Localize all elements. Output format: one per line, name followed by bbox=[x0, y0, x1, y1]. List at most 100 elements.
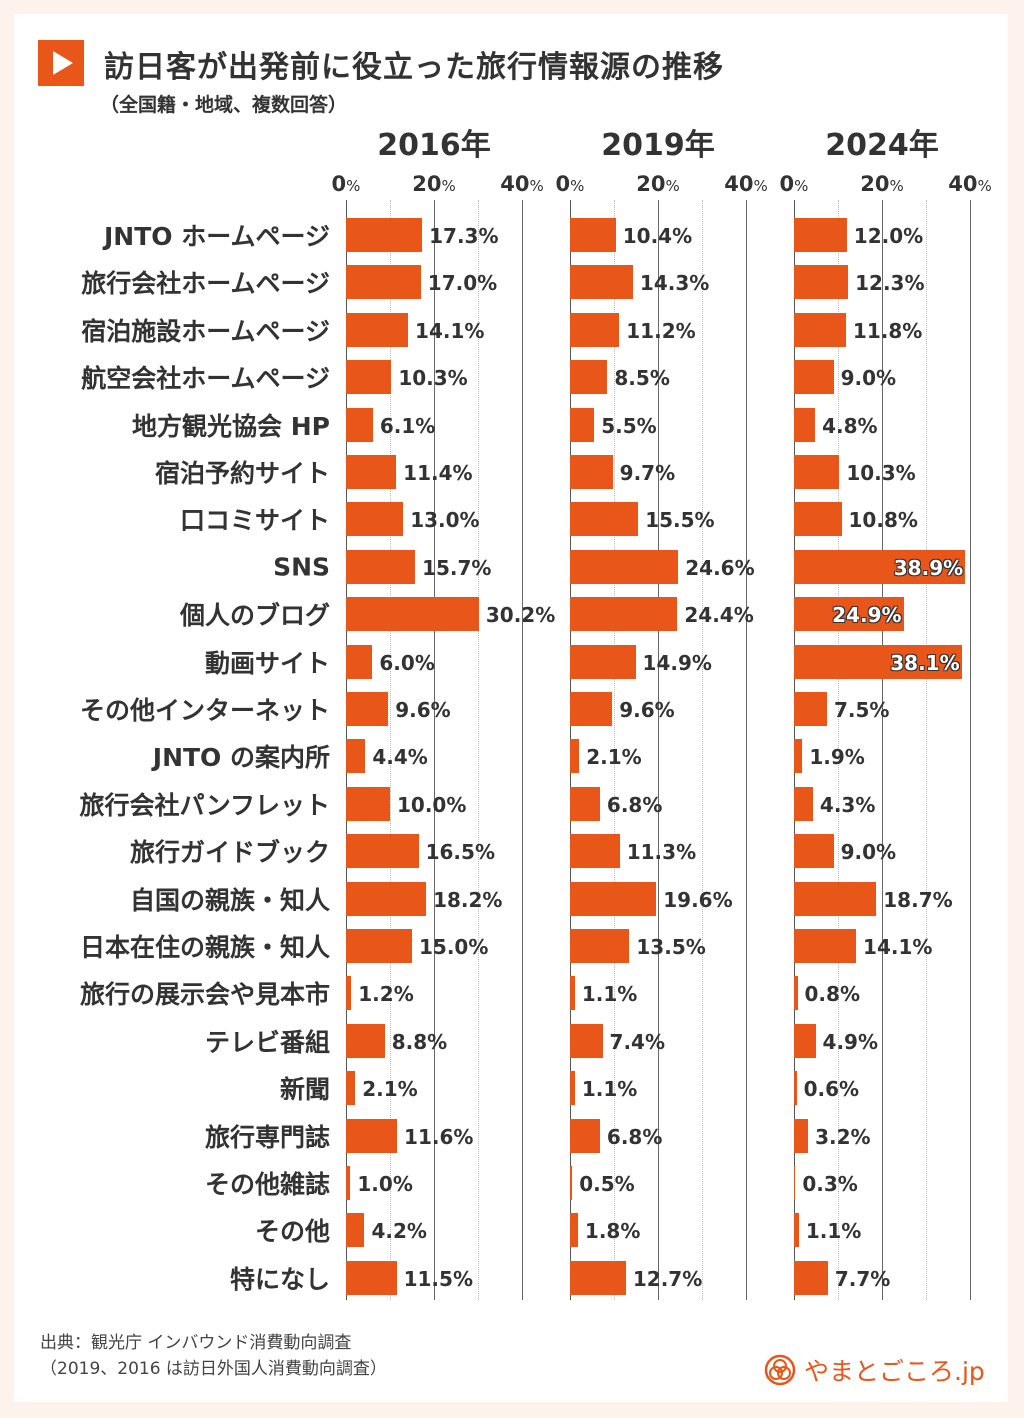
data-label: 1.1% bbox=[581, 982, 638, 1007]
bar bbox=[794, 407, 816, 442]
bar bbox=[794, 218, 847, 252]
bar bbox=[570, 692, 613, 726]
bar bbox=[794, 455, 840, 489]
data-label: 11.8% bbox=[852, 318, 923, 343]
data-label: 3.2% bbox=[815, 1124, 871, 1149]
category-label: SNS bbox=[273, 552, 330, 582]
data-label: 11.2% bbox=[626, 318, 696, 343]
bar bbox=[570, 1118, 600, 1153]
data-label: 12.7% bbox=[632, 1266, 703, 1291]
gridline bbox=[746, 200, 747, 1300]
data-label: 24.9% bbox=[832, 603, 902, 628]
tick-value: 0 bbox=[331, 172, 347, 196]
tick-unit: % bbox=[346, 177, 361, 195]
gridline bbox=[614, 200, 615, 1300]
category-label: 旅行ガイドブック bbox=[129, 838, 330, 868]
bar bbox=[346, 1071, 356, 1106]
x-tick-label: 0% bbox=[780, 172, 809, 196]
x-tick-label: 40% bbox=[948, 172, 992, 196]
bar bbox=[346, 407, 373, 442]
data-label: 38.9% bbox=[893, 555, 964, 580]
category-label: 旅行の展示会や見本市 bbox=[79, 980, 330, 1010]
data-label: 15.5% bbox=[645, 508, 715, 533]
bar bbox=[346, 360, 392, 395]
data-label: 15.7% bbox=[422, 555, 492, 580]
bar bbox=[346, 1260, 397, 1295]
data-label: 6.8% bbox=[606, 1124, 663, 1149]
bar bbox=[794, 976, 798, 1011]
bar bbox=[570, 455, 613, 489]
category-label: 特になし bbox=[229, 1264, 330, 1294]
data-label: 7.7% bbox=[834, 1266, 891, 1291]
bar bbox=[570, 502, 639, 537]
bar bbox=[794, 312, 846, 347]
bar bbox=[346, 1213, 365, 1248]
bar bbox=[570, 976, 575, 1011]
category-label: 旅行会社ホームページ bbox=[81, 269, 330, 299]
bar bbox=[794, 739, 803, 774]
data-label: 9.0% bbox=[840, 840, 897, 865]
bar bbox=[794, 1166, 796, 1200]
category-label: 宿泊予約サイト bbox=[154, 459, 330, 488]
gridline bbox=[390, 200, 391, 1300]
category-label: 新聞 bbox=[279, 1075, 330, 1105]
x-tick-label: 40% bbox=[500, 172, 544, 196]
data-label: 38.1% bbox=[890, 650, 960, 675]
category-label: 個人のブログ bbox=[179, 601, 330, 631]
category-label: 日本在住の親族・知人 bbox=[79, 933, 330, 962]
x-tick-label: 0% bbox=[556, 172, 585, 196]
data-label: 10.0% bbox=[397, 792, 467, 817]
bar bbox=[794, 360, 834, 395]
bar bbox=[794, 1118, 809, 1153]
data-label: 1.1% bbox=[581, 1077, 638, 1102]
panel-year-label: 2019年 bbox=[601, 128, 715, 163]
bar bbox=[346, 786, 390, 821]
bar bbox=[794, 644, 962, 679]
category-label: その他 bbox=[254, 1217, 330, 1247]
tick-value: 20 bbox=[412, 172, 442, 196]
tick-unit: % bbox=[570, 177, 585, 195]
data-label: 12.3% bbox=[855, 271, 925, 296]
bar bbox=[794, 265, 849, 300]
data-label: 14.3% bbox=[639, 271, 710, 296]
gridline bbox=[882, 200, 883, 1300]
data-label: 14.1% bbox=[415, 318, 485, 343]
data-label: 15.0% bbox=[419, 935, 489, 959]
x-tick-label: 40% bbox=[724, 172, 768, 196]
chart-title: 訪日客が出発前に役立った旅行情報源の推移 bbox=[104, 50, 724, 85]
bar bbox=[794, 786, 813, 821]
data-label: 16.5% bbox=[425, 840, 495, 865]
data-label: 18.2% bbox=[433, 887, 503, 912]
bar bbox=[346, 1118, 398, 1153]
data-label: 10.8% bbox=[848, 508, 918, 533]
bar bbox=[794, 881, 877, 916]
data-label: 7.4% bbox=[609, 1029, 666, 1054]
category-label: 口コミサイト bbox=[179, 506, 330, 536]
tick-value: 20 bbox=[860, 172, 890, 196]
bar bbox=[346, 739, 366, 774]
data-label: 8.5% bbox=[614, 366, 670, 391]
data-label: 14.9% bbox=[642, 650, 712, 675]
bar bbox=[346, 644, 373, 679]
data-label: 2.1% bbox=[362, 1077, 418, 1102]
data-label: 24.4% bbox=[684, 603, 754, 628]
bar bbox=[794, 1071, 797, 1106]
bar bbox=[570, 218, 616, 252]
data-label: 4.2% bbox=[371, 1219, 427, 1244]
data-label: 13.5% bbox=[636, 935, 706, 959]
bar bbox=[570, 407, 595, 442]
category-label: 旅行会社パンフレット bbox=[79, 790, 330, 820]
bar bbox=[346, 312, 409, 347]
tick-value: 0 bbox=[779, 172, 795, 196]
bar bbox=[794, 1260, 828, 1295]
bar bbox=[570, 1071, 575, 1106]
gridline bbox=[658, 200, 659, 1300]
bar bbox=[346, 881, 427, 916]
x-tick-label: 20% bbox=[860, 172, 904, 196]
bar bbox=[346, 455, 397, 489]
category-label: JNTO の案内所 bbox=[152, 743, 330, 773]
bar bbox=[570, 1166, 573, 1200]
bar bbox=[794, 1023, 816, 1058]
data-label: 1.0% bbox=[357, 1172, 413, 1196]
bar bbox=[794, 692, 827, 726]
